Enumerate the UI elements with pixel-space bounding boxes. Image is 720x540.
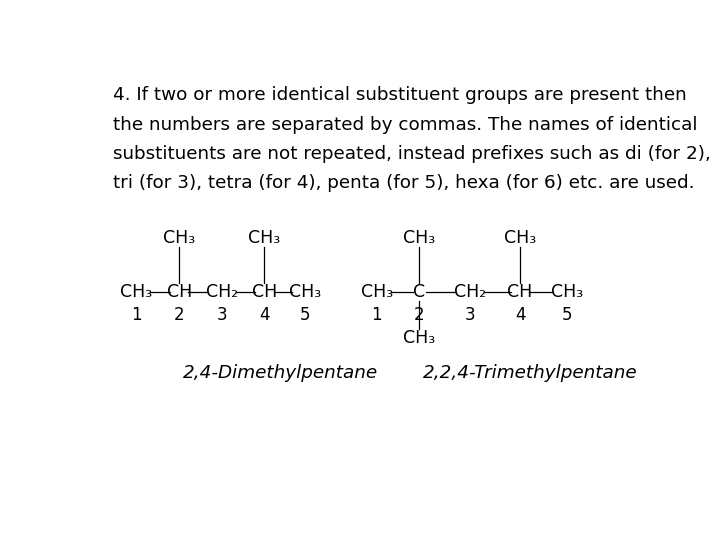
Text: 3: 3 xyxy=(464,306,475,324)
Text: CH₂: CH₂ xyxy=(454,283,486,301)
Text: 1: 1 xyxy=(131,306,142,324)
Text: CH₃: CH₃ xyxy=(361,283,393,301)
Text: 5: 5 xyxy=(562,306,572,324)
Text: CH: CH xyxy=(166,283,192,301)
Text: the numbers are separated by commas. The names of identical: the numbers are separated by commas. The… xyxy=(113,116,698,133)
Text: tri (for 3), tetra (for 4), penta (for 5), hexa (for 6) etc. are used.: tri (for 3), tetra (for 4), penta (for 5… xyxy=(113,174,695,192)
Text: 3: 3 xyxy=(217,306,227,324)
Text: C: C xyxy=(413,283,426,301)
Text: 5: 5 xyxy=(300,306,311,324)
Text: CH: CH xyxy=(252,283,277,301)
Text: CH₃: CH₃ xyxy=(551,283,582,301)
Text: 2: 2 xyxy=(174,306,184,324)
Text: 4. If two or more identical substituent groups are present then: 4. If two or more identical substituent … xyxy=(113,86,687,104)
Text: CH₃: CH₃ xyxy=(403,329,436,347)
Text: 2,2,4-Trimethylpentane: 2,2,4-Trimethylpentane xyxy=(423,364,638,382)
Text: CH₃: CH₃ xyxy=(403,229,436,247)
Text: substituents are not repeated, instead prefixes such as di (for 2),: substituents are not repeated, instead p… xyxy=(113,145,711,163)
Text: 2: 2 xyxy=(414,306,425,324)
Text: 1: 1 xyxy=(372,306,382,324)
Text: CH: CH xyxy=(508,283,533,301)
Text: CH₃: CH₃ xyxy=(163,229,195,247)
Text: CH₃: CH₃ xyxy=(248,229,281,247)
Text: CH₃: CH₃ xyxy=(120,283,153,301)
Text: 4: 4 xyxy=(515,306,526,324)
Text: 4: 4 xyxy=(259,306,269,324)
Text: CH₃: CH₃ xyxy=(289,283,322,301)
Text: CH₃: CH₃ xyxy=(504,229,536,247)
Text: CH₂: CH₂ xyxy=(206,283,238,301)
Text: 2,4-Dimethylpentane: 2,4-Dimethylpentane xyxy=(183,364,378,382)
